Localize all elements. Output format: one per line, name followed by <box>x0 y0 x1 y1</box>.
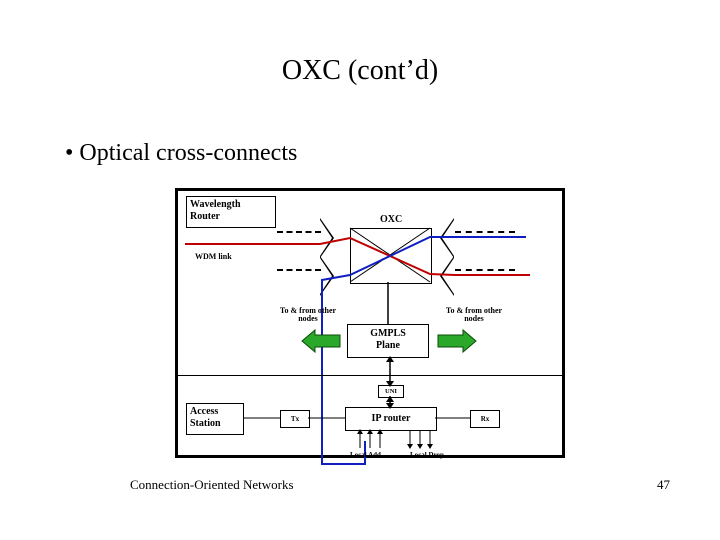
wdm-link-label: WDM link <box>195 252 232 261</box>
wdm-link-dash-3 <box>455 231 515 233</box>
to-from-left-label: To & from other nodes <box>278 307 338 324</box>
oxc-label: OXC <box>380 214 402 225</box>
gmpls-plane-box: GMPLS Plane <box>347 324 429 358</box>
slide-number: 47 <box>657 477 670 493</box>
mux-right-triangle-2-icon <box>440 256 454 296</box>
uni-box: UNI <box>378 385 404 398</box>
bullet-optical-cross-connects: Optical cross-connects <box>65 140 297 167</box>
local-drop-label: Local Drop <box>410 451 444 459</box>
ip-router-box: IP router <box>345 407 437 431</box>
slide-title: OXC (cont’d) <box>0 55 720 87</box>
footer-text: Connection-Oriented Networks <box>130 477 294 493</box>
wdm-link-dash-4 <box>455 269 515 271</box>
rx-box: Rx <box>470 410 500 428</box>
mux-right-triangle-icon <box>440 218 454 258</box>
wavelength-router-box: Wavelength Router <box>186 196 276 228</box>
oxc-switch-box <box>350 228 432 284</box>
wdm-link-dash-2 <box>277 269 321 271</box>
diagram-divider-line <box>178 375 562 376</box>
access-station-box: Access Station <box>186 403 244 435</box>
wdm-link-dash-1 <box>277 231 321 233</box>
demux-left-triangle-icon <box>320 218 334 258</box>
demux-left-triangle-2-icon <box>320 256 334 296</box>
local-add-label: Local Add <box>350 451 381 459</box>
to-from-right-label: To & from other nodes <box>444 307 504 324</box>
tx-box: Tx <box>280 410 310 428</box>
